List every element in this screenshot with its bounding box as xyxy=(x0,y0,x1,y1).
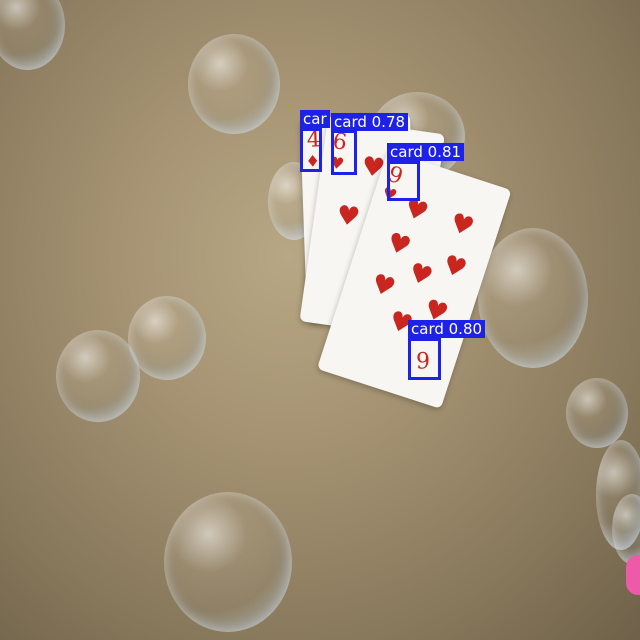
heart-icon: ♥ xyxy=(383,227,415,263)
detection-label: card 0.78 xyxy=(331,113,409,131)
heart-icon: ♥ xyxy=(367,268,400,305)
detection-box xyxy=(331,130,357,175)
detection-label: card 0.81 xyxy=(387,143,465,161)
bubble xyxy=(478,228,588,368)
heart-icon: ♥ xyxy=(446,207,478,244)
bubble xyxy=(164,492,292,632)
bubble xyxy=(612,494,640,564)
bubble xyxy=(0,0,65,70)
bubble xyxy=(128,296,206,380)
detection-box xyxy=(300,128,322,172)
detection-box xyxy=(408,338,441,380)
heart-icon: ♥ xyxy=(438,249,471,286)
detection-label: card 0.80 xyxy=(408,320,486,338)
heart-icon: ♥ xyxy=(404,257,437,294)
heart-icon: ♥ xyxy=(334,200,362,234)
detection-box xyxy=(387,161,420,201)
bubble xyxy=(56,330,140,422)
bubble xyxy=(188,34,280,134)
bubble xyxy=(566,378,628,448)
detection-label: car xyxy=(300,110,330,128)
pink-object xyxy=(626,555,640,595)
